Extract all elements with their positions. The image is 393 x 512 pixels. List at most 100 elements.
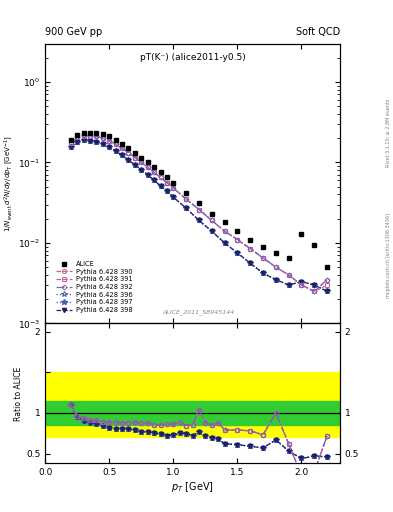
Pythia 6.428 391: [68, 140, 73, 146]
Pythia 6.428 396: [171, 194, 176, 200]
Pythia 6.428 396: [248, 260, 253, 266]
Pythia 6.428 391: [132, 155, 137, 161]
ALICE: [165, 175, 169, 181]
Pythia 6.428 398: [68, 144, 73, 150]
Pythia 6.428 392: [139, 159, 144, 165]
ALICE: [209, 211, 214, 217]
ALICE: [75, 132, 80, 138]
Pythia 6.428 398: [312, 282, 317, 288]
Line: ALICE: ALICE: [68, 130, 330, 270]
Pythia 6.428 392: [209, 218, 214, 224]
Pythia 6.428 397: [312, 282, 317, 288]
Pythia 6.428 391: [235, 237, 240, 243]
ALICE: [88, 130, 92, 136]
ALICE: [107, 134, 112, 140]
Line: Pythia 6.428 391: Pythia 6.428 391: [69, 134, 329, 293]
Pythia 6.428 398: [120, 153, 125, 159]
Pythia 6.428 397: [101, 141, 105, 147]
Pythia 6.428 390: [196, 206, 201, 212]
Pythia 6.428 396: [68, 144, 73, 150]
ALICE: [132, 150, 137, 156]
Pythia 6.428 397: [261, 270, 265, 276]
Pythia 6.428 391: [171, 185, 176, 191]
Pythia 6.428 398: [94, 139, 99, 145]
Pythia 6.428 390: [274, 264, 278, 270]
ALICE: [101, 131, 105, 137]
Pythia 6.428 397: [94, 139, 99, 145]
Pythia 6.428 390: [158, 175, 163, 181]
Line: Pythia 6.428 398: Pythia 6.428 398: [69, 138, 329, 293]
Pythia 6.428 397: [81, 137, 86, 143]
Pythia 6.428 392: [184, 196, 189, 202]
Pythia 6.428 390: [75, 134, 80, 140]
Pythia 6.428 391: [139, 159, 144, 165]
Pythia 6.428 392: [222, 228, 227, 234]
Pythia 6.428 392: [120, 145, 125, 152]
Text: ALICE_2011_S8945144: ALICE_2011_S8945144: [162, 309, 235, 315]
Pythia 6.428 398: [158, 183, 163, 189]
Pythia 6.428 392: [132, 155, 137, 161]
Pythia 6.428 397: [235, 250, 240, 256]
Pythia 6.428 391: [126, 150, 131, 156]
Pythia 6.428 398: [75, 139, 80, 145]
Bar: [45, 372, 340, 437]
Pythia 6.428 392: [152, 169, 156, 176]
Pythia 6.428 390: [120, 145, 125, 152]
Pythia 6.428 391: [113, 141, 118, 147]
Pythia 6.428 398: [101, 141, 105, 147]
Pythia 6.428 397: [152, 177, 156, 183]
Text: pT(K⁻) (alice2011-y0.5): pT(K⁻) (alice2011-y0.5): [140, 53, 246, 62]
ALICE: [222, 219, 227, 225]
Pythia 6.428 391: [94, 134, 99, 140]
ALICE: [261, 244, 265, 250]
Pythia 6.428 392: [145, 164, 150, 170]
ALICE: [158, 169, 163, 175]
Pythia 6.428 398: [171, 194, 176, 200]
Pythia 6.428 390: [152, 169, 156, 176]
Pythia 6.428 391: [107, 138, 112, 144]
Pythia 6.428 396: [75, 139, 80, 145]
Text: Soft QCD: Soft QCD: [296, 27, 340, 37]
Pythia 6.428 392: [94, 134, 99, 140]
Text: mcplots.cern.ch [arXiv:1306.3436]: mcplots.cern.ch [arXiv:1306.3436]: [386, 214, 391, 298]
Pythia 6.428 396: [139, 167, 144, 173]
ALICE: [171, 180, 176, 186]
Pythia 6.428 391: [184, 196, 189, 202]
Pythia 6.428 390: [132, 155, 137, 161]
Pythia 6.428 398: [299, 279, 304, 285]
Pythia 6.428 398: [196, 218, 201, 224]
Line: Pythia 6.428 397: Pythia 6.428 397: [68, 137, 330, 294]
Pythia 6.428 397: [286, 282, 291, 288]
Pythia 6.428 396: [113, 148, 118, 154]
Pythia 6.428 397: [75, 139, 80, 145]
Pythia 6.428 396: [286, 282, 291, 288]
Pythia 6.428 391: [222, 228, 227, 234]
Pythia 6.428 398: [132, 162, 137, 168]
ALICE: [145, 159, 150, 165]
Pythia 6.428 390: [126, 150, 131, 156]
Pythia 6.428 390: [286, 272, 291, 278]
Text: 900 GeV pp: 900 GeV pp: [45, 27, 103, 37]
Pythia 6.428 390: [209, 218, 214, 224]
Pythia 6.428 390: [81, 133, 86, 139]
Pythia 6.428 392: [248, 246, 253, 252]
Pythia 6.428 396: [94, 139, 99, 145]
Pythia 6.428 390: [88, 133, 92, 139]
Text: Rivet 3.1.10; ≥ 2.8M events: Rivet 3.1.10; ≥ 2.8M events: [386, 99, 391, 167]
Pythia 6.428 397: [126, 157, 131, 163]
ALICE: [196, 200, 201, 206]
ALICE: [184, 189, 189, 196]
Pythia 6.428 390: [299, 282, 304, 288]
Bar: [45, 401, 340, 425]
Pythia 6.428 397: [209, 228, 214, 234]
Pythia 6.428 398: [88, 138, 92, 144]
ALICE: [235, 228, 240, 234]
Pythia 6.428 391: [101, 135, 105, 141]
Pythia 6.428 398: [222, 240, 227, 246]
Pythia 6.428 397: [113, 148, 118, 154]
Pythia 6.428 390: [222, 228, 227, 234]
Pythia 6.428 391: [196, 206, 201, 212]
Pythia 6.428 390: [184, 196, 189, 202]
Pythia 6.428 397: [325, 288, 329, 294]
Pythia 6.428 391: [120, 145, 125, 152]
